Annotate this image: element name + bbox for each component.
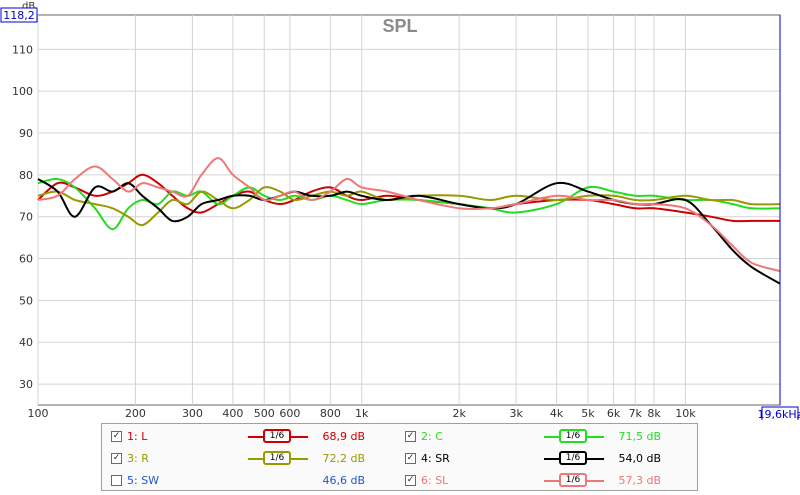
smoothing-control-l[interactable]: 1/6	[248, 429, 308, 443]
legend-row-3: 5: SW 46,6 dB ✓ 6: SL 1/6 57,3 dB	[102, 469, 697, 491]
checkbox-sw[interactable]	[111, 474, 122, 486]
y-tick-label: 40	[19, 336, 33, 349]
chart-title: SPL	[382, 16, 417, 36]
legend-value-r: 72,2 dB	[322, 451, 365, 465]
x-marker-value[interactable]: 19,6kHz	[758, 408, 800, 420]
x-tick-label: 8k	[647, 407, 661, 420]
checkbox-r[interactable]: ✓	[111, 452, 122, 464]
smoothing-control-r[interactable]: 1/6	[248, 451, 308, 465]
checkbox-l[interactable]: ✓	[111, 430, 122, 442]
legend-value-sl: 57,3 dB	[618, 473, 661, 487]
legend-label-sl: 6: SL	[421, 473, 449, 487]
smoothing-control-sl[interactable]: 1/6	[544, 473, 604, 487]
smoothing-control-sr[interactable]: 1/6	[544, 451, 604, 465]
legend-row-2: ✓ 3: R 1/6 72,2 dB ✓ 4: SR 1/6 54,0 dB	[102, 447, 697, 469]
series-line-1-l	[37, 173, 781, 223]
x-tick-label: 500	[254, 407, 275, 420]
legend-value-sw: 46,6 dB	[322, 473, 365, 487]
legend-value-c: 71,5 dB	[618, 429, 661, 443]
legend-row-1: ✓ 1: L 1/6 68,9 dB ✓ 2: C 1/6 71,5 dB	[102, 425, 697, 447]
legend-entry-sw[interactable]: 5: SW	[111, 469, 159, 491]
legend-entry-l[interactable]: ✓ 1: L	[111, 425, 147, 447]
y-marker-box[interactable]	[0, 7, 38, 23]
checkbox-sr[interactable]: ✓	[405, 452, 416, 464]
y-tick-label: 110	[12, 43, 33, 56]
y-marker-value[interactable]: 118,2	[3, 9, 35, 22]
y-axis-ticks: 30 40 50 60 70 80 90 100 110	[12, 43, 33, 391]
legend-label-l: 1: L	[127, 429, 148, 443]
x-tick-label: 6k	[607, 407, 621, 420]
x-axis-ticks: 100 200 300 400 500 600 800 1k 2k 3k 4k 5k 6k 7k 8k 10k	[28, 407, 697, 420]
legend-label-sr: 4: SR	[421, 451, 450, 465]
y-tick-label: 100	[12, 85, 33, 98]
x-marker-box[interactable]	[761, 406, 799, 420]
legend-panel: ✓ 1: L 1/6 68,9 dB ✓ 2: C 1/6 71,5 dB	[101, 423, 698, 491]
legend-entry-sl[interactable]: ✓ 6: SL	[405, 469, 448, 491]
legend-entry-r[interactable]: ✓ 3: R	[111, 447, 149, 469]
legend-entry-c[interactable]: ✓ 2: C	[405, 425, 443, 447]
x-tick-label: 2k	[452, 407, 466, 420]
series-line-3-r	[37, 186, 781, 227]
y-axis-label: dB	[22, 1, 35, 12]
smoothing-value-c[interactable]: 1/6	[559, 429, 587, 443]
series-lines	[37, 157, 781, 285]
x-tick-label: 400	[222, 407, 243, 420]
x-tick-label: 7k	[629, 407, 643, 420]
smoothing-value-l[interactable]: 1/6	[263, 429, 291, 443]
x-tick-label: 200	[125, 407, 146, 420]
series-line-6-sl	[37, 157, 781, 273]
smoothing-control-c[interactable]: 1/6	[544, 429, 604, 443]
y-tick-label: 70	[19, 211, 33, 224]
smoothing-value-sl[interactable]: 1/6	[559, 473, 587, 487]
x-tick-label: 300	[182, 407, 203, 420]
x-tick-label: 4k	[550, 407, 564, 420]
checkbox-c[interactable]: ✓	[405, 430, 416, 442]
y-tick-label: 50	[19, 294, 33, 307]
x-tick-label: 5k	[581, 407, 595, 420]
legend-label-r: 3: R	[127, 451, 149, 465]
grid	[37, 15, 780, 405]
x-tick-label: 3k	[509, 407, 523, 420]
x-tick-label: 800	[320, 407, 341, 420]
y-tick-label: 60	[19, 253, 33, 266]
legend-label-sw: 5: SW	[127, 473, 160, 487]
smoothing-value-r[interactable]: 1/6	[263, 451, 291, 465]
legend-label-c: 2: C	[421, 429, 443, 443]
legend-entry-sr[interactable]: ✓ 4: SR	[405, 447, 450, 469]
spl-chart: 30 40 50 60 70 80 90 100 110 100 200 300 400 500 600 8…	[0, 1, 800, 420]
y-tick-label: 80	[19, 169, 33, 182]
y-tick-label: 30	[19, 378, 33, 391]
x-tick-label: 100	[28, 407, 49, 420]
x-tick-label: 1k	[355, 407, 369, 420]
smoothing-value-sr[interactable]: 1/6	[559, 451, 587, 465]
checkbox-sl[interactable]: ✓	[405, 474, 416, 486]
y-tick-label: 90	[19, 127, 33, 140]
x-tick-label: 600	[279, 407, 300, 420]
legend-value-sr: 54,0 dB	[618, 451, 661, 465]
legend-value-l: 68,9 dB	[322, 429, 365, 443]
x-tick-label: 10k	[675, 407, 696, 420]
